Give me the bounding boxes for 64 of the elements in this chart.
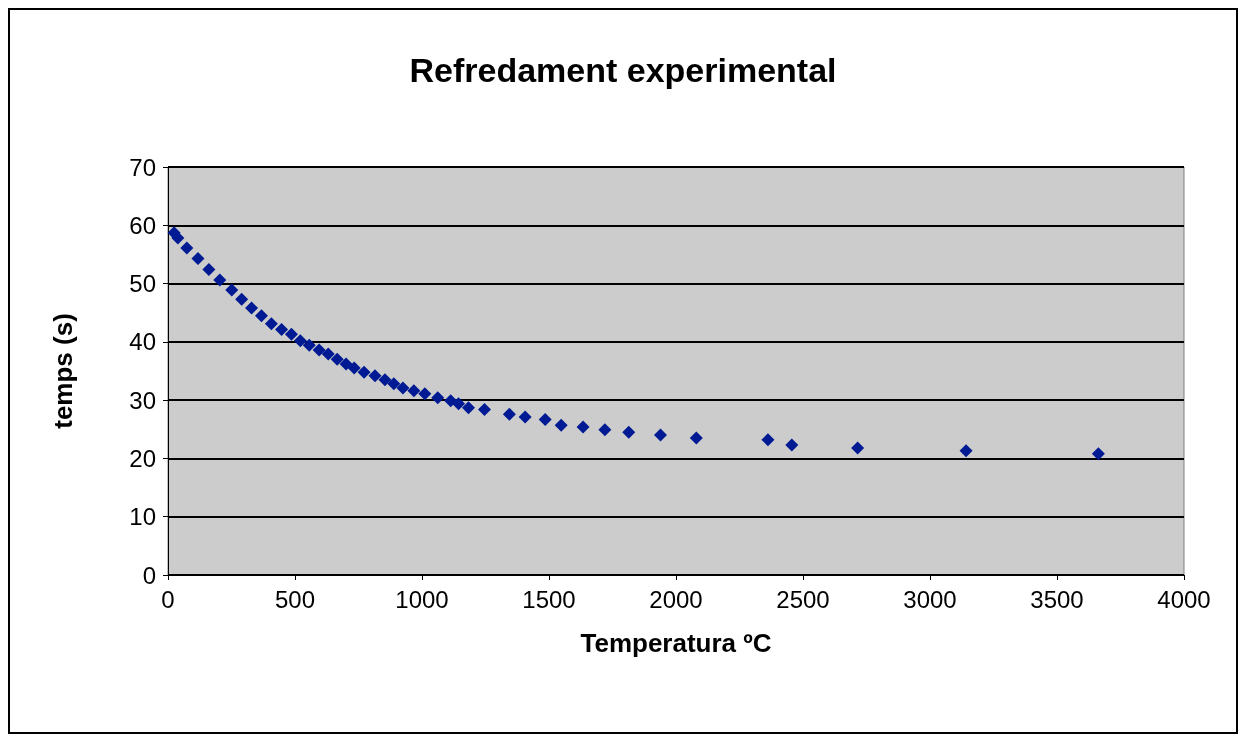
point <box>959 444 973 458</box>
chart-title: Refredament experimental <box>409 51 837 89</box>
point <box>378 373 392 387</box>
point <box>576 420 590 434</box>
point <box>689 431 703 445</box>
y-tick-label: 70 <box>129 153 156 181</box>
point <box>312 343 326 357</box>
point <box>554 418 568 432</box>
y-tick-label: 40 <box>129 328 156 356</box>
y-tick-label: 20 <box>129 444 156 472</box>
x-axis-title: Temperatura ºC <box>580 628 772 658</box>
point <box>518 410 532 424</box>
x-tick-label: 1000 <box>395 585 449 613</box>
x-tick-label: 1500 <box>522 585 576 613</box>
x-tick-label: 3500 <box>1030 585 1084 613</box>
point <box>598 423 612 437</box>
point <box>264 317 278 331</box>
x-tick-label: 2000 <box>649 585 703 613</box>
y-tick-label: 60 <box>129 211 156 239</box>
x-tick-label: 500 <box>274 585 316 613</box>
point <box>245 301 259 315</box>
point <box>851 441 865 455</box>
x-tick-label: 3000 <box>903 585 957 613</box>
point <box>761 433 775 447</box>
point <box>444 394 458 408</box>
point <box>275 323 289 337</box>
y-tick-label: 50 <box>129 270 156 298</box>
point <box>321 347 335 361</box>
point <box>368 369 382 383</box>
point <box>202 263 216 277</box>
point <box>1091 447 1105 461</box>
point <box>302 338 316 352</box>
point <box>461 401 475 415</box>
y-tick-label: 10 <box>129 503 156 531</box>
y-tick-label: 0 <box>142 561 156 589</box>
point <box>357 365 371 379</box>
point <box>622 425 636 439</box>
point <box>284 327 298 341</box>
point <box>396 381 410 395</box>
x-tick-label: 4000 <box>1157 585 1211 613</box>
point <box>293 334 307 348</box>
point <box>431 391 445 405</box>
x-tick-label: 2500 <box>776 585 830 613</box>
point <box>538 412 552 426</box>
point <box>235 292 249 306</box>
point <box>418 387 432 401</box>
point <box>191 252 205 266</box>
point <box>387 377 401 391</box>
y-tick-label: 30 <box>129 386 156 414</box>
point <box>452 397 466 411</box>
point <box>254 309 268 323</box>
point <box>407 384 421 398</box>
point <box>785 438 799 452</box>
x-tick-label: 0 <box>161 585 175 613</box>
point <box>213 273 227 287</box>
point <box>330 352 344 366</box>
point <box>180 241 194 255</box>
point <box>477 402 491 416</box>
y-axis-title: temps (s) <box>48 313 78 429</box>
point <box>502 407 516 421</box>
point <box>225 283 239 297</box>
point <box>654 428 668 442</box>
point <box>347 361 361 375</box>
point <box>171 231 185 245</box>
